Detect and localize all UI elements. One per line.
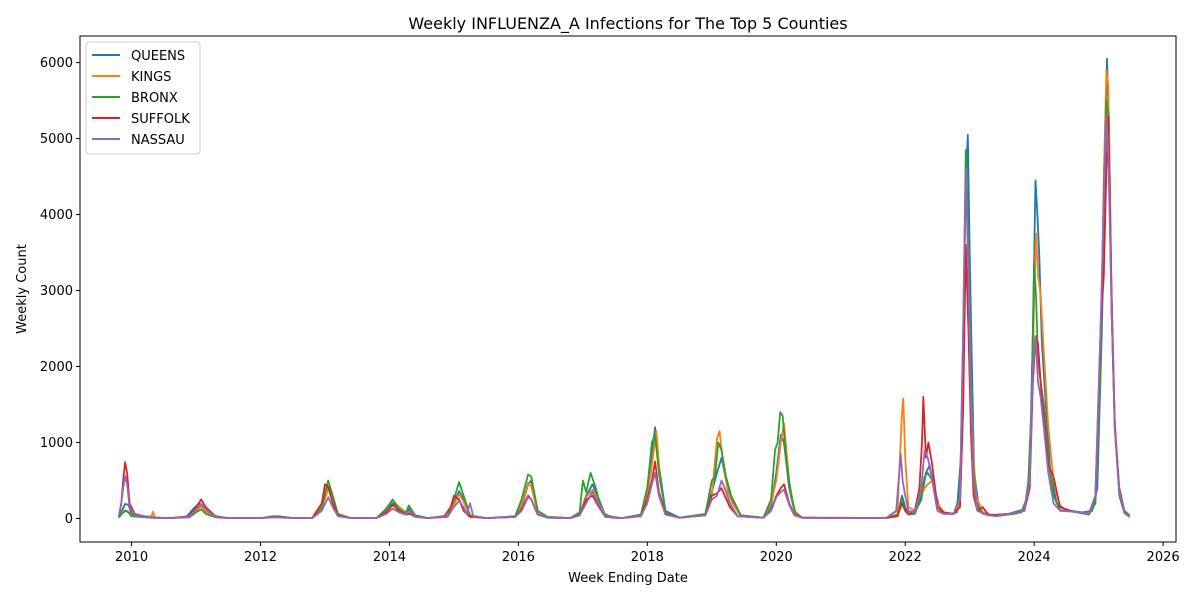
series-line-kings <box>118 69 1131 519</box>
y-axis: 0 1000 2000 3000 4000 5000 6000 <box>40 56 80 527</box>
x-tick-label: 2020 <box>760 550 793 565</box>
y-tick-label: 1000 <box>40 436 73 451</box>
x-tick-label: 2012 <box>244 550 277 565</box>
y-tick-label: 2000 <box>40 360 73 375</box>
chart-title: Weekly INFLUENZA_A Infections for The To… <box>408 14 847 34</box>
x-axis-label: Week Ending Date <box>568 571 688 586</box>
series-line-bronx <box>118 99 1131 519</box>
y-tick-label: 0 <box>65 512 73 527</box>
x-tick-label: 2024 <box>1018 550 1051 565</box>
y-axis-label: Weekly Count <box>15 244 30 334</box>
y-tick-label: 6000 <box>40 56 73 71</box>
y-tick-label: 4000 <box>40 208 73 223</box>
y-tick-label: 3000 <box>40 284 73 299</box>
y-tick-label: 5000 <box>40 132 73 147</box>
x-tick-label: 2014 <box>373 550 406 565</box>
legend-label-bronx: BRONX <box>131 91 178 106</box>
x-tick-label: 2026 <box>1147 550 1180 565</box>
x-tick-label: 2010 <box>115 550 148 565</box>
x-axis: 2010 2012 2014 2016 2018 2020 2022 2024 2026 <box>115 542 1180 565</box>
x-tick-label: 2016 <box>502 550 535 565</box>
legend-frame <box>85 41 201 155</box>
series-layer <box>117 57 1131 519</box>
legend-label-suffolk: SUFFOLK <box>131 112 190 127</box>
legend-label-kings: KINGS <box>131 70 171 85</box>
plot-area <box>79 35 1177 543</box>
series-line-suffolk <box>117 114 1131 519</box>
legend-label-nassau: NASSAU <box>131 133 185 148</box>
series-line-queens <box>117 57 1131 519</box>
x-tick-label: 2018 <box>631 550 664 565</box>
legend-label-queens: QUEENS <box>131 49 185 64</box>
series-line-nassau <box>117 114 1131 519</box>
legend: QUEENS KINGS BRONX SUFFOLK NASSAU <box>85 41 201 155</box>
x-tick-label: 2022 <box>889 550 922 565</box>
